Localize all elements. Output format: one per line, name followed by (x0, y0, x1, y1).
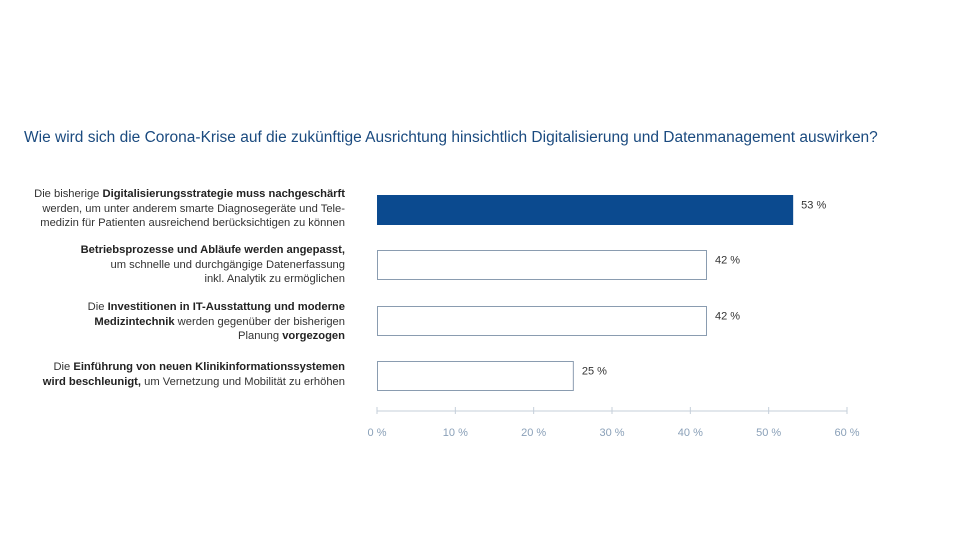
x-tick-label: 40 % (678, 427, 703, 439)
x-tick-label: 20 % (521, 427, 546, 439)
category-label: Die Einführung von neuen Klinikinformati… (42, 361, 345, 388)
bar-value-label: 53 % (801, 200, 826, 212)
category-label: Betriebsprozesse und Abläufe werden ange… (80, 244, 345, 286)
bar-value-label: 42 % (715, 311, 740, 323)
x-tick-label: 10 % (443, 427, 468, 439)
category-label: Die bisherige Digitalisierungsstrategie … (34, 188, 345, 230)
bar (377, 250, 707, 280)
x-tick-label: 0 % (368, 427, 387, 439)
bar (377, 361, 574, 391)
x-tick-label: 50 % (756, 427, 781, 439)
bar-value-label: 42 % (715, 255, 740, 267)
bar (377, 195, 794, 225)
bar (377, 306, 707, 336)
x-tick-label: 60 % (834, 427, 859, 439)
chart-title: Wie wird sich die Corona-Krise auf die z… (24, 129, 878, 146)
category-label: Die Investitionen in IT-Ausstattung und … (87, 301, 345, 343)
x-tick-label: 30 % (599, 427, 624, 439)
bar-value-label: 25 % (582, 366, 607, 378)
